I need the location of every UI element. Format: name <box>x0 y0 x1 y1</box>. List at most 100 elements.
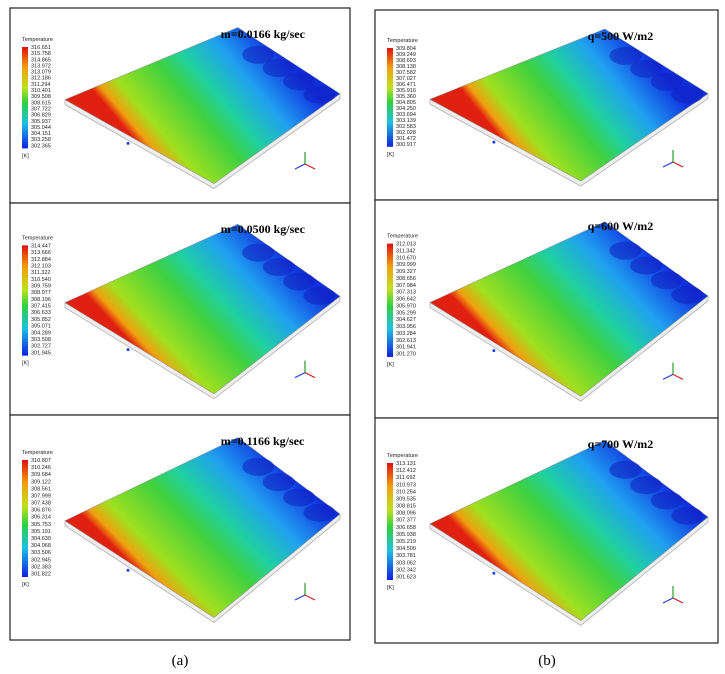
legend-unit: [K] <box>22 361 29 367</box>
inlet-marker <box>492 349 496 353</box>
legend-value: 306.642 <box>396 297 416 303</box>
colorbar <box>22 245 28 356</box>
legend-value: 305.852 <box>31 317 51 323</box>
legend-value: 315.758 <box>31 51 51 57</box>
caption: (b) <box>538 653 556 669</box>
legend-value: 302.028 <box>396 130 416 136</box>
legend-value: 305.937 <box>31 119 51 125</box>
legend-title: Temperature <box>22 37 53 43</box>
legend-value: 306.829 <box>31 113 51 119</box>
legend-value: 305.916 <box>396 88 416 94</box>
cold-spot <box>283 72 316 91</box>
colorbar <box>22 47 28 149</box>
legend-value: 305.970 <box>396 303 416 309</box>
axis-x <box>672 597 684 604</box>
colorbar <box>22 460 28 577</box>
case-label: q=700 W/m2 <box>588 437 654 451</box>
legend-value: 309.535 <box>396 496 416 502</box>
legend-value: 314.447 <box>31 243 51 249</box>
legend-value: 309.122 <box>31 479 51 485</box>
inlet-marker <box>126 141 130 145</box>
axis-z <box>294 372 306 379</box>
cold-spot <box>242 457 275 476</box>
legend-value: 307.582 <box>396 70 416 76</box>
legend-value: 303.284 <box>396 331 416 337</box>
inlet-marker <box>126 348 130 352</box>
colorbar <box>387 463 393 580</box>
legend-unit: [K] <box>387 362 394 368</box>
legend-value: 311.322 <box>31 270 50 276</box>
legend-value: 310.246 <box>31 465 51 471</box>
caption: (a) <box>172 653 189 669</box>
legend-value: 307.984 <box>396 283 416 289</box>
legend-value: 310.401 <box>31 88 51 94</box>
axis-x <box>304 163 316 170</box>
legend-value: 302.727 <box>31 344 51 350</box>
case-label: m=0.0500 kg/sec <box>221 222 306 236</box>
legend-value: 303.956 <box>396 324 416 330</box>
legend-value: 310.973 <box>396 482 416 488</box>
legend-value: 309.508 <box>31 94 51 100</box>
legend-value: 309.327 <box>396 269 416 275</box>
legend-value: 310.254 <box>396 489 416 495</box>
case-label: m=0.1166 kg/sec <box>221 434 305 448</box>
axis-x <box>304 594 316 601</box>
legend-value: 314.865 <box>31 57 51 63</box>
panel: q=700 W/m2 Temperature 313.131312.412311.6… <box>374 417 719 644</box>
axis-x <box>672 373 684 380</box>
legend-value: 303.694 <box>396 112 416 118</box>
legend-value: 311.342 <box>396 248 415 254</box>
legend-value: 305.360 <box>396 94 416 100</box>
legend-value: 304.805 <box>396 100 416 106</box>
legend-value: 303.139 <box>396 118 416 124</box>
legend-value: 307.722 <box>31 106 51 112</box>
legend-value: 305.191 <box>31 529 51 535</box>
legend-value: 305.219 <box>396 539 416 545</box>
legend-value: 307.377 <box>396 518 416 524</box>
legend-value: 313.666 <box>31 250 51 256</box>
legend-unit: [K] <box>22 153 29 159</box>
legend-value: 309.249 <box>396 52 416 58</box>
legend-value: 304.068 <box>31 543 51 549</box>
legend-unit: [K] <box>387 152 394 158</box>
cold-spot <box>630 476 663 495</box>
legend-value: 301.941 <box>396 345 416 351</box>
legend-title: Temperature <box>387 38 418 44</box>
cold-spot <box>283 488 316 507</box>
legend-value: 305.044 <box>31 125 51 131</box>
legend-value: 308.615 <box>31 100 51 106</box>
colorbar <box>387 243 393 357</box>
case-label: q=500 W/m2 <box>588 29 654 43</box>
cold-spot <box>650 271 683 290</box>
legend-value: 304.151 <box>31 131 51 137</box>
legend-title: Temperature <box>22 235 53 241</box>
legend-value: 302.945 <box>31 557 51 563</box>
legend-value: 313.131 <box>396 461 416 467</box>
legend-value: 308.815 <box>396 504 416 510</box>
legend-title: Temperature <box>387 234 418 240</box>
case-label: q=600 W/m2 <box>588 219 654 233</box>
legend-value: 302.583 <box>396 124 416 130</box>
legend-unit: [K] <box>387 585 394 591</box>
cold-spot <box>671 506 704 525</box>
legend-value: 309.804 <box>396 46 416 52</box>
legend-value: 308.196 <box>31 297 51 303</box>
legend-value: 306.876 <box>31 508 51 514</box>
legend-value: 308.561 <box>31 486 51 492</box>
legend-value: 312.103 <box>31 263 51 269</box>
panel: q=500 W/m2 Temperature 309.804309.249308.6… <box>374 9 719 201</box>
axis-z <box>294 163 306 170</box>
legend-value: 305.938 <box>396 532 416 538</box>
legend-value: 300.917 <box>396 142 416 148</box>
legend-value: 303.508 <box>31 337 51 343</box>
legend-value: 313.079 <box>31 70 51 76</box>
legend-value: 307.415 <box>31 304 51 310</box>
legend-unit: [K] <box>22 582 29 588</box>
legend-value: 308.656 <box>396 276 416 282</box>
legend-value: 301.623 <box>396 574 416 580</box>
legend-value: 301.945 <box>31 350 51 356</box>
legend-value: 307.313 <box>396 290 416 296</box>
cold-spot <box>630 59 663 78</box>
cold-spot <box>671 85 704 104</box>
